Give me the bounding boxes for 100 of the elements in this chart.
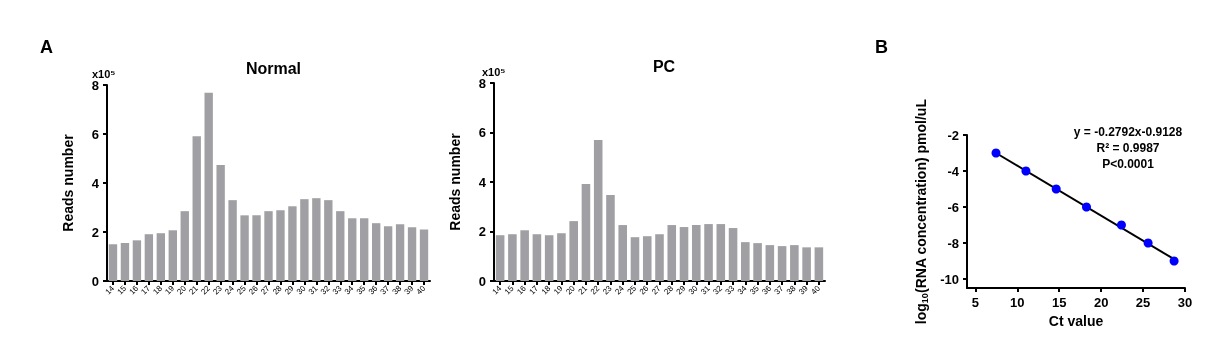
- bar: [407, 227, 417, 281]
- y-axis-title: Reads number: [447, 132, 463, 231]
- bar: [204, 92, 213, 281]
- x-tick-label: 17: [527, 283, 541, 297]
- y-tick-label: 0: [478, 273, 486, 289]
- x-tick-label: 29: [282, 283, 296, 297]
- x-tick-label: 18: [151, 283, 165, 297]
- chart-title: PC: [652, 57, 676, 75]
- y-axis-title: log10(RNA concentration) pmol/uL: [912, 98, 930, 325]
- x-tick-label: 40: [414, 283, 428, 297]
- x-tick-label: 23: [600, 283, 615, 297]
- x-tick-label: 14: [103, 283, 117, 297]
- x-tick-label: 10: [1010, 295, 1025, 310]
- bar: [240, 215, 249, 281]
- x-tick-label: 37: [772, 283, 786, 297]
- point: [1021, 166, 1031, 176]
- y-tick-label: 2: [91, 224, 99, 240]
- x-tick-label: 33: [330, 283, 344, 297]
- bar: [132, 240, 142, 281]
- point: [1143, 238, 1153, 248]
- x-tick-label: 16: [515, 283, 529, 297]
- y-axis-title: Reads number: [60, 133, 76, 232]
- x-tick-label: 25: [235, 283, 249, 297]
- bar: [581, 183, 591, 281]
- x-tick-label: 33: [723, 283, 737, 297]
- y-tick-label: -6: [947, 199, 959, 215]
- x-tick-label: 35: [748, 283, 762, 297]
- x-tick-label: 29: [674, 283, 688, 297]
- bar: [790, 245, 799, 281]
- x-tick-label: 32: [711, 283, 725, 297]
- text: x10⁵: [92, 67, 116, 80]
- y-tick-label: -4: [947, 163, 960, 179]
- x-tick-label: 38: [784, 283, 798, 297]
- x-tick-label: 24: [613, 283, 627, 297]
- point: [991, 148, 1001, 158]
- bar: [264, 211, 273, 281]
- x-tick-label: 20: [1093, 295, 1109, 310]
- bar: [156, 233, 166, 281]
- y-tick-label: -2: [947, 127, 959, 143]
- x-tick-label: 15: [1052, 295, 1067, 310]
- x-tick-label: 35: [354, 283, 368, 297]
- bar: [120, 243, 130, 281]
- point: [1051, 184, 1061, 194]
- bar: [679, 227, 689, 281]
- bar: [108, 244, 118, 281]
- bar: [300, 199, 309, 281]
- x-tick-label: 22: [588, 283, 602, 297]
- bar: [324, 200, 333, 281]
- bar: [618, 225, 628, 281]
- bar: [180, 211, 189, 281]
- text: A: [40, 37, 53, 57]
- x-tick-label: 31: [306, 283, 320, 297]
- bar: [716, 224, 726, 281]
- bar: [371, 223, 381, 281]
- x-tick-label: 39: [797, 283, 811, 297]
- y-tick-label: -8: [947, 235, 959, 251]
- x-tick-label: 34: [735, 283, 749, 297]
- bar: [655, 234, 664, 281]
- bar: [276, 210, 285, 281]
- bar: [348, 218, 357, 281]
- bar: [216, 165, 225, 281]
- x-tick-label: 14: [490, 283, 504, 297]
- x-tick-label: 36: [760, 283, 774, 297]
- bar: [569, 221, 578, 281]
- bar: [336, 211, 345, 281]
- x-tick-label: 23: [211, 283, 225, 297]
- bar: [395, 224, 405, 281]
- bar: [508, 234, 517, 281]
- x-tick-label: 30: [294, 283, 308, 297]
- x-tick-label: 19: [163, 283, 177, 297]
- chart-title: Normal: [245, 59, 302, 77]
- x-tick-label: 25: [1135, 295, 1151, 310]
- bar: [557, 233, 566, 281]
- point: [1081, 202, 1091, 212]
- point: [1116, 220, 1126, 230]
- bar: [814, 247, 824, 281]
- x-tick-label: 26: [637, 283, 651, 297]
- x-tick-label: 25: [625, 283, 639, 297]
- bar: [144, 234, 154, 281]
- x-tick-label: 5: [971, 295, 979, 310]
- bar: [593, 139, 603, 281]
- bar: [419, 229, 429, 281]
- bar: [777, 246, 787, 281]
- x-tick-label: 21: [576, 283, 590, 297]
- annotation: P<0.0001: [1102, 157, 1155, 171]
- annotation: y = -0.2792x-0.9128: [1073, 125, 1183, 139]
- bar: [544, 235, 554, 281]
- bar: [704, 224, 713, 281]
- x-tick-label: 19: [551, 283, 565, 297]
- bar: [802, 247, 811, 281]
- x-tick-label: 30: [686, 283, 700, 297]
- x-tick-label: 17: [139, 283, 153, 297]
- bar: [753, 243, 762, 281]
- y-tick-label: 8: [91, 77, 99, 93]
- bar: [520, 230, 529, 281]
- x-tick-label: 34: [342, 283, 356, 297]
- x-tick-label: 37: [378, 283, 392, 297]
- x-tick-label: 27: [259, 283, 273, 297]
- bar: [360, 218, 369, 281]
- x-tick-label: 15: [115, 283, 129, 297]
